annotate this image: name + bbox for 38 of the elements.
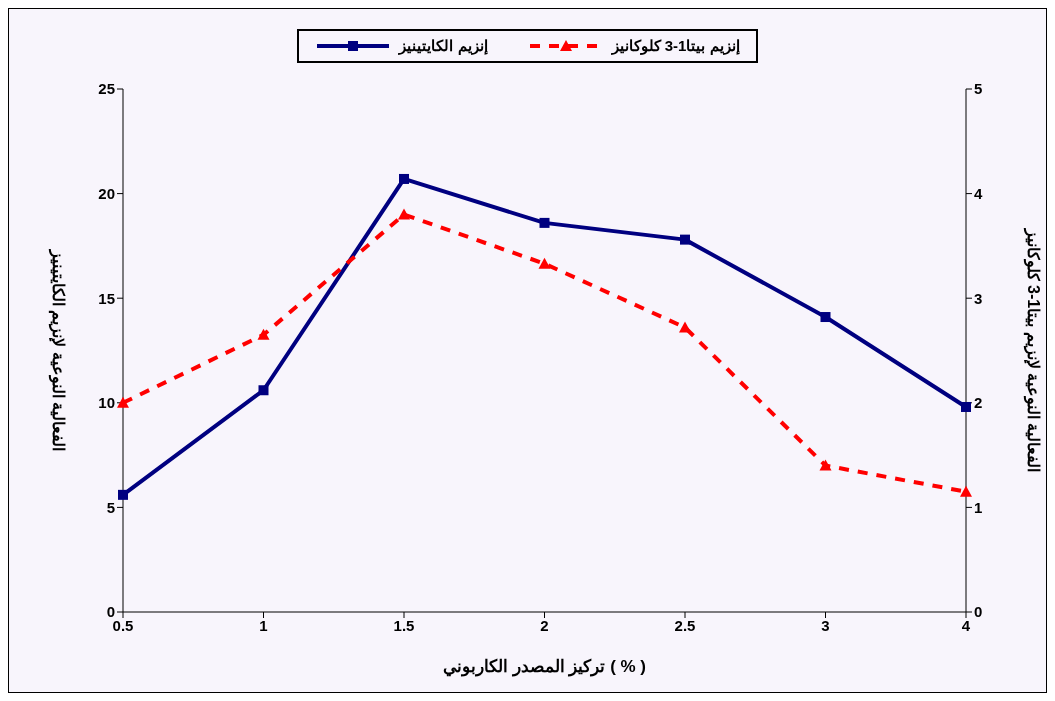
x-tick-label: 1.5 (393, 616, 415, 634)
y2-axis-title: الفعالية النوعية لإنزيم بيتا1-3 كلوكانيز (1023, 227, 1042, 473)
point (680, 234, 690, 245)
x-tick-label: 2.5 (674, 616, 696, 634)
x-tick-label: 1 (259, 616, 268, 634)
legend-label: إنزيم الكايتينيز (399, 37, 488, 55)
y-tick-label: 5 (106, 498, 115, 516)
y2-tick-label: 0 (974, 603, 983, 621)
y2-tick-label: 5 (974, 80, 983, 98)
y2-tick-label: 4 (974, 184, 983, 202)
y-axis-title: الفعالية النوعية لإنزيم الكايتينيز (48, 248, 67, 452)
y2-tick-label: 3 (974, 289, 983, 307)
x-tick-label: 3 (821, 616, 830, 634)
y2-tick-label: 1 (974, 498, 983, 516)
point (399, 173, 409, 184)
point (118, 489, 128, 500)
point (117, 396, 129, 408)
y-tick-label: 10 (98, 394, 115, 412)
y-tick-label: 0 (106, 603, 115, 621)
y-tick-label: 25 (98, 80, 115, 98)
point (258, 385, 269, 396)
y-tick-label: 15 (98, 289, 115, 307)
point (961, 401, 971, 412)
point (257, 328, 270, 340)
point (819, 459, 832, 471)
point (820, 312, 831, 323)
x-axis-title: تركيز المصدر الكاربوني ( % ) (442, 657, 647, 677)
legend-label: إنزيم بيتا1-3 كلوكانيز (611, 37, 740, 55)
x-tick-label: 2 (540, 616, 549, 634)
point (679, 321, 691, 333)
y2-tick-label: 2 (974, 394, 983, 412)
point (538, 257, 551, 269)
y-tick-label: 20 (98, 184, 115, 202)
point (539, 217, 550, 228)
x-tick-label: 4 (961, 616, 971, 634)
point (960, 485, 972, 497)
x-tick-label: 0.5 (112, 616, 134, 634)
point (398, 208, 410, 220)
